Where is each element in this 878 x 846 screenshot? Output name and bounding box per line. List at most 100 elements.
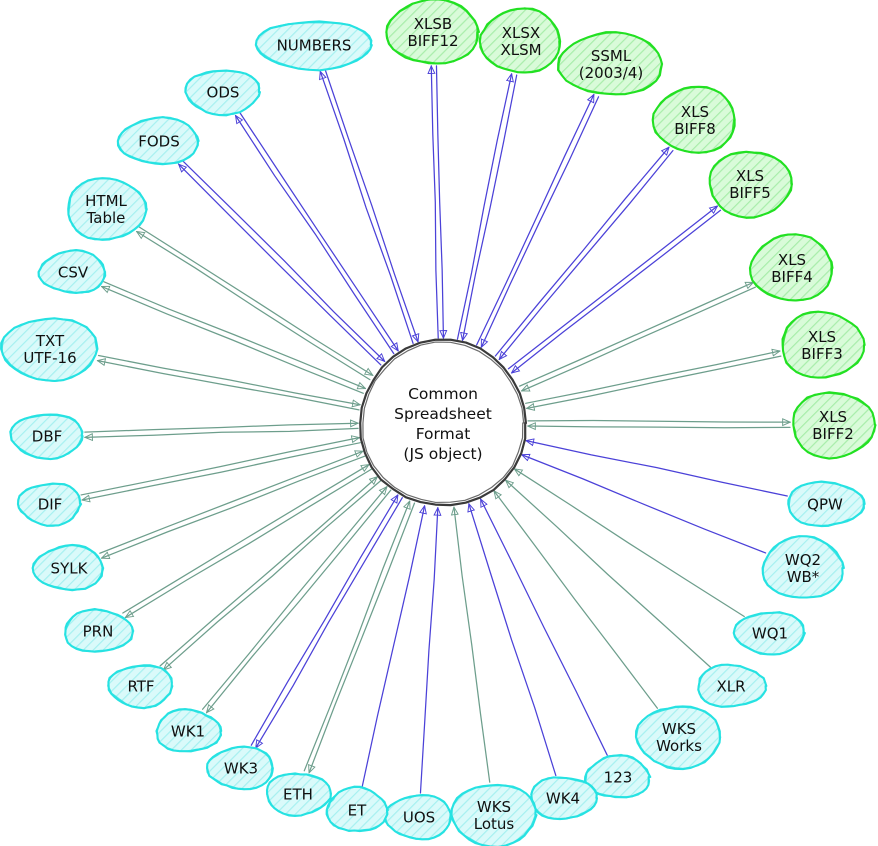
edge-line-outbound [164, 480, 382, 670]
node-outline-inner [557, 31, 663, 96]
node-label: XLS [808, 328, 836, 346]
node-outline-inner [584, 753, 651, 798]
node-dbf[interactable]: DBF [9, 413, 84, 461]
node-wk1[interactable]: WK1 [155, 708, 223, 753]
edge-prn [122, 465, 373, 618]
node-fill [709, 151, 793, 218]
node-label: DBF [32, 428, 62, 446]
node-label: TXT [35, 332, 65, 350]
edge-xlsx-xlsm [456, 74, 518, 340]
edge-line-inbound [522, 286, 756, 392]
edge-line-outbound [137, 232, 371, 381]
node-outline-inner [255, 21, 373, 71]
node-ssml-2003-4[interactable]: SSML(2003/4) [557, 31, 664, 96]
node-123[interactable]: 123 [583, 753, 652, 799]
node-label: PRN [83, 623, 114, 641]
edge-line-outbound [431, 66, 439, 339]
edge-line-inbound [99, 451, 363, 554]
node-fill [733, 612, 805, 655]
edge-line-outbound [179, 164, 382, 366]
node-fods[interactable]: FODS [116, 116, 200, 166]
edge-txt-utf16 [98, 354, 360, 411]
node-label: XLSM [500, 41, 541, 59]
node-wk3[interactable]: WK3 [206, 745, 274, 791]
node-label: BIFF12 [407, 32, 458, 50]
node-label: 123 [604, 769, 633, 787]
edge-line-outbound [82, 442, 361, 500]
edge-csv [102, 281, 366, 394]
edge-line-inbound [454, 507, 491, 783]
node-sylk[interactable]: SYLK [31, 543, 105, 592]
node-fill [157, 709, 222, 752]
node-rtf[interactable]: RTF [107, 664, 174, 710]
node-fill [793, 392, 876, 459]
node-prn[interactable]: PRN [64, 608, 135, 653]
center-node[interactable]: Common Spreadsheet Format (JS object) [359, 338, 528, 507]
node-label: XLS [681, 103, 709, 121]
node-outline-inner [635, 706, 722, 770]
node-fill [9, 414, 84, 460]
node-dif[interactable]: DIF [16, 482, 83, 527]
node-fill [185, 71, 260, 116]
edge-wk3 [250, 495, 403, 748]
edge-dif [80, 438, 361, 500]
node-fill [255, 22, 372, 70]
node-outline-inner [732, 611, 805, 656]
node-fill [558, 31, 663, 96]
node-label: BIFF2 [812, 425, 854, 443]
edge-xlsb-biff12 [431, 66, 443, 338]
edge-line-inbound [122, 465, 369, 614]
node-outline-inner [326, 786, 388, 832]
node-eth[interactable]: ETH [265, 772, 333, 817]
node-qpw[interactable]: QPW [787, 480, 866, 528]
edge-wk4 [469, 504, 557, 777]
edge-layer [80, 66, 790, 794]
node-label: XLS [736, 167, 764, 185]
node-wq1[interactable]: WQ1 [732, 611, 806, 656]
node-xlr[interactable]: XLR [697, 663, 768, 708]
node-fill [32, 545, 103, 590]
node-ods[interactable]: ODS [184, 69, 261, 117]
edge-123 [480, 499, 608, 756]
edge-dbf [85, 423, 358, 437]
node-label: XLSB [414, 15, 452, 33]
node-fill [479, 8, 560, 73]
node-fill [636, 706, 722, 769]
node-label: WQ1 [752, 625, 788, 643]
node-label: HTML [85, 192, 127, 210]
node-outline-inner [116, 116, 199, 165]
edge-line-inbound [494, 491, 659, 709]
edge-qpw [526, 441, 788, 497]
node-numbers[interactable]: NUMBERS [254, 20, 373, 72]
node-label: BIFF8 [674, 120, 716, 138]
edge-line-inbound [522, 455, 767, 554]
node-outline-inner [652, 86, 735, 154]
edge-line-outbound [456, 74, 511, 340]
node-outline-inner [107, 665, 173, 709]
node-outline-inner [67, 177, 148, 241]
edge-html-table [137, 226, 373, 381]
node-wk4[interactable]: WK4 [530, 776, 599, 821]
node-uos[interactable]: UOS [383, 794, 453, 841]
edge-line-outbound [309, 502, 416, 773]
node-label: XLS [778, 251, 806, 269]
center-label: (JS object) [403, 445, 482, 463]
edge-line-outbound [525, 351, 780, 404]
edge-fods [179, 159, 385, 366]
node-et[interactable]: ET [325, 785, 389, 833]
node-csv[interactable]: CSV [37, 249, 107, 294]
node-label: WKS [662, 720, 696, 738]
